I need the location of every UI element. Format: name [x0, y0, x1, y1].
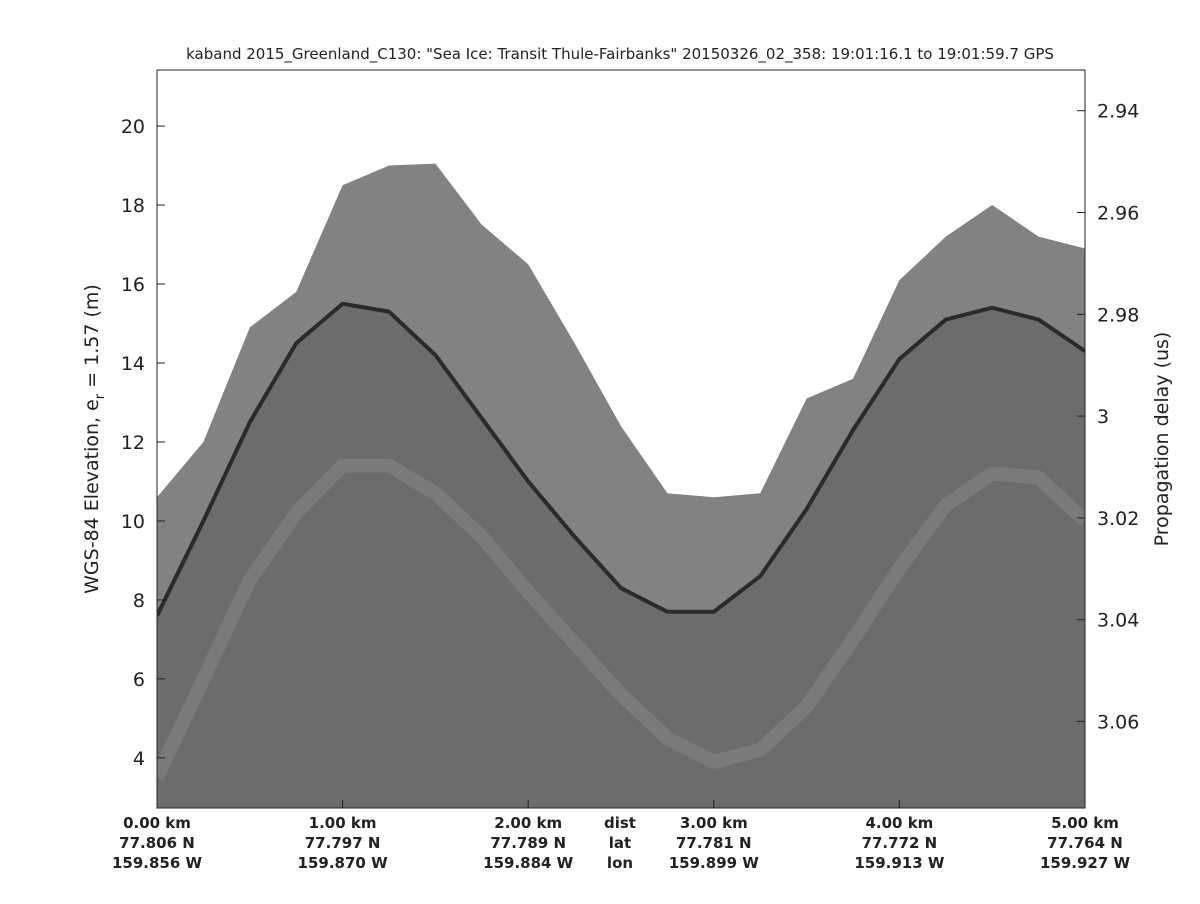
y-tick-label: 18: [121, 195, 145, 217]
lat-label: 77.806 N: [119, 834, 195, 852]
y-tick-label: 8: [133, 590, 145, 612]
lon-label: 159.899 W: [669, 854, 760, 872]
lon-label: 159.927 W: [1040, 854, 1131, 872]
x-tick-label: 4.00 km: [865, 814, 933, 832]
y-tick-label: 4: [133, 748, 145, 770]
plot-frame: [156, 69, 1086, 809]
row-label: lat: [609, 834, 631, 852]
lon-label: 159.856 W: [112, 854, 203, 872]
y2-tick-label: 2.98: [1097, 304, 1139, 326]
y2-tick-label: 2.96: [1097, 203, 1139, 225]
row-label: dist: [604, 814, 636, 832]
y2-axis-label: Propagation delay (us): [1151, 332, 1173, 547]
y-tick-label: 6: [133, 669, 145, 691]
y2-tick-label: 3.04: [1097, 610, 1139, 632]
x-tick-label: 5.00 km: [1051, 814, 1119, 832]
lat-label: 77.781 N: [676, 834, 752, 852]
lon-label: 159.884 W: [483, 854, 574, 872]
lat-label: 77.764 N: [1047, 834, 1123, 852]
lon-label: 159.913 W: [854, 854, 945, 872]
y-axis-label: WGS-84 Elevation, er = 1.57 (m): [81, 284, 108, 594]
y2-tick-label: 2.94: [1097, 101, 1139, 123]
lat-label: 77.797 N: [305, 834, 381, 852]
subsurface-region: [157, 303, 1085, 808]
y2-tick-label: 3: [1097, 406, 1109, 428]
y-label-tail: = 1.57 (m): [81, 284, 103, 394]
internal-layer: [157, 458, 1085, 781]
y-tick-label: 20: [121, 116, 145, 138]
lat-label: 77.789 N: [490, 834, 566, 852]
x-tick-label: 3.00 km: [680, 814, 748, 832]
chart-title: kaband 2015_Greenland_C130: "Sea Ice: Tr…: [186, 45, 1054, 64]
y2-tick-label: 3.06: [1097, 711, 1139, 733]
x-tick-label: 1.00 km: [309, 814, 377, 832]
y-tick-label: 16: [121, 274, 145, 296]
y2-tick-label: 3.02: [1097, 508, 1139, 530]
y-tick-label: 12: [121, 432, 145, 454]
x-tick-label: 2.00 km: [494, 814, 562, 832]
x-tick-label: 0.00 km: [123, 814, 191, 832]
lon-label: 159.870 W: [298, 854, 389, 872]
surface-line: [157, 301, 1085, 617]
y-tick-label: 14: [121, 353, 145, 375]
y-tick-label: 10: [121, 511, 145, 533]
y-label-main: WGS-84 Elevation, e: [81, 399, 103, 594]
y-label-sub: r: [93, 393, 108, 399]
row-label: lon: [607, 854, 633, 872]
lat-label: 77.772 N: [862, 834, 938, 852]
